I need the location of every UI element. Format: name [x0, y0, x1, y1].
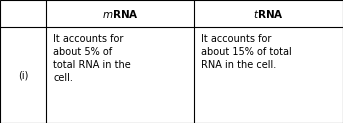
Text: It accounts for
about 5% of
total RNA in the
cell.: It accounts for about 5% of total RNA in… — [53, 34, 131, 83]
Text: $\it{t}$RNA: $\it{t}$RNA — [253, 8, 284, 20]
Text: (i): (i) — [18, 70, 28, 80]
Text: $\it{m}$RNA: $\it{m}$RNA — [102, 8, 139, 20]
Text: It accounts for
about 15% of total
RNA in the cell.: It accounts for about 15% of total RNA i… — [201, 34, 292, 70]
